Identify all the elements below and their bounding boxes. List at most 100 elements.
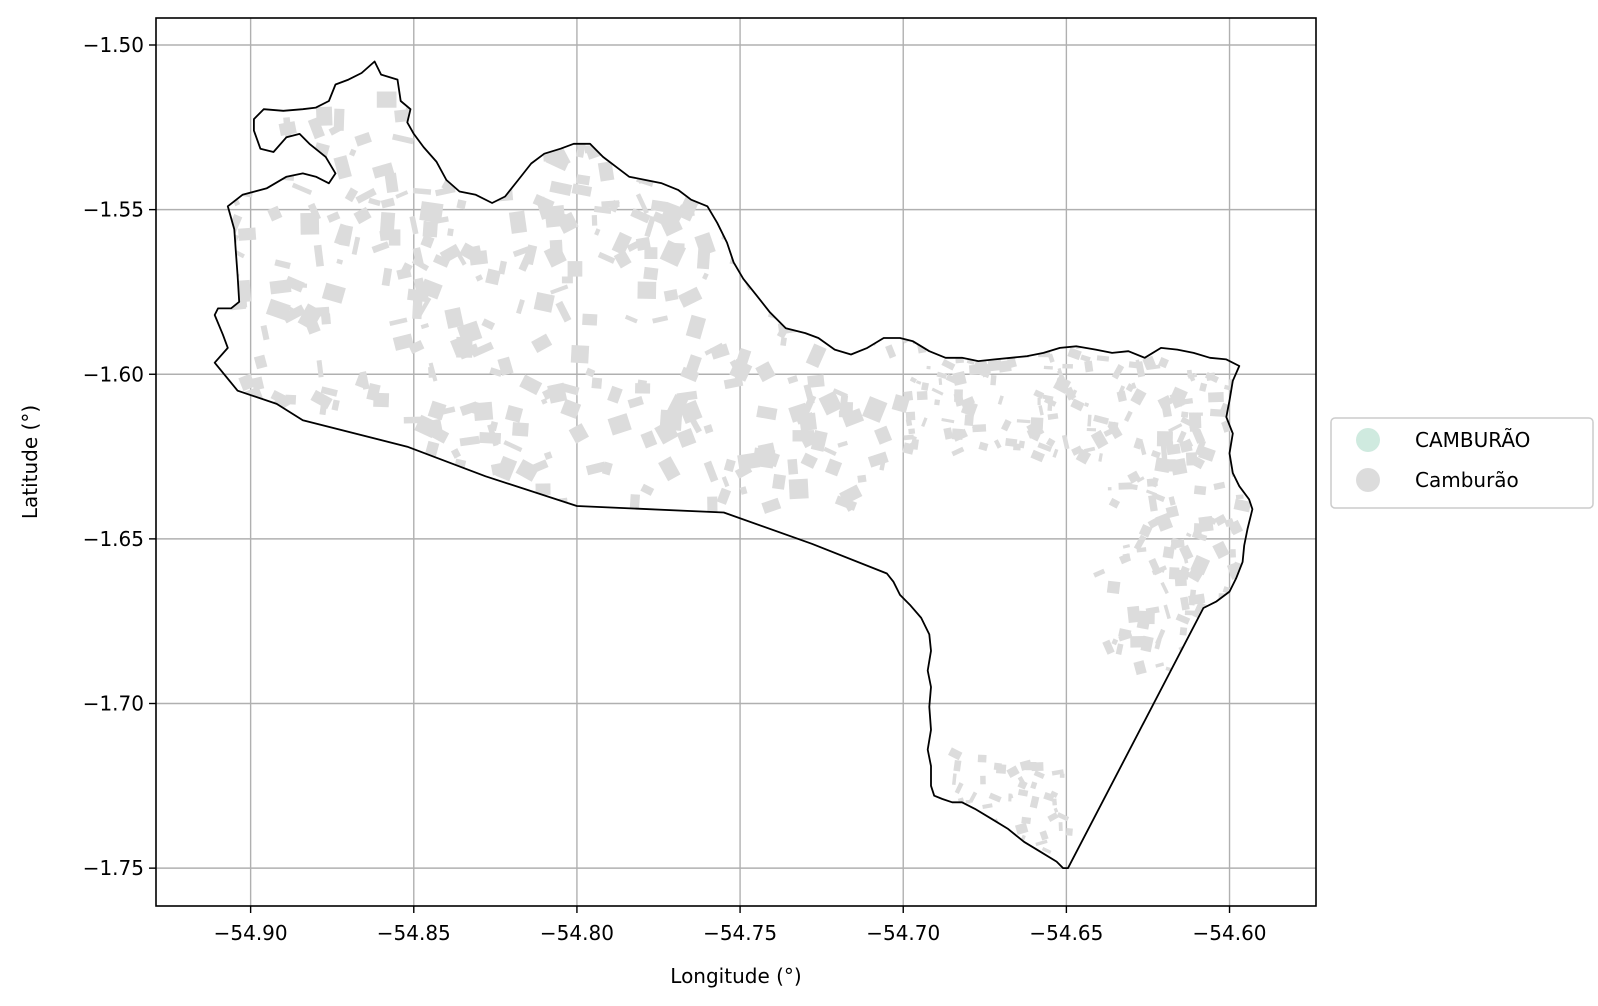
land-cover-patch [1087, 414, 1092, 427]
land-cover-patch [430, 418, 443, 432]
legend-marker-camburao-upper [1356, 428, 1380, 452]
land-cover-patch [1086, 427, 1097, 432]
land-cover-patch [1118, 482, 1132, 490]
land-cover-patch [1146, 478, 1158, 487]
land-cover-patch [1208, 392, 1224, 403]
land-cover-patch [597, 251, 616, 264]
land-cover-patch [503, 440, 523, 453]
land-cover-patch [1165, 505, 1180, 519]
land-cover-patch [677, 286, 703, 308]
land-cover-patch [253, 354, 268, 370]
land-cover-patch [395, 190, 409, 199]
x-tick-label: −54.75 [703, 921, 777, 945]
land-cover-patch [355, 187, 377, 204]
land-cover-patch [1157, 357, 1169, 369]
land-cover-patch [421, 208, 431, 222]
land-cover-patch [407, 288, 430, 303]
legend-label-camburao: Camburão [1415, 468, 1519, 492]
land-cover-patch [591, 215, 598, 226]
land-cover-patch [723, 376, 744, 390]
x-tick-label: −54.85 [377, 921, 451, 945]
land-cover-patch [954, 782, 964, 794]
plot-frame [155, 17, 1317, 907]
land-cover-patch [1001, 419, 1012, 432]
land-cover-patch [1133, 534, 1147, 551]
land-cover-patch [392, 133, 414, 145]
land-cover-patch [409, 215, 419, 235]
land-cover-patch [972, 424, 987, 433]
land-cover-patch [834, 495, 858, 511]
land-cover-patch [989, 362, 999, 368]
land-cover-patch [613, 249, 632, 269]
land-cover-patch [1043, 397, 1057, 407]
land-cover-patch [627, 396, 644, 409]
land-cover-patch [1128, 361, 1142, 369]
land-cover-patch [518, 251, 533, 272]
land-cover-patch [1017, 788, 1029, 797]
land-cover-patch [399, 262, 413, 278]
land-cover-patch [285, 394, 297, 405]
land-cover-patch [755, 361, 776, 383]
land-cover-patch [326, 211, 341, 223]
land-cover-patch [371, 241, 390, 254]
land-cover-patch [997, 395, 1004, 405]
land-cover-patch [412, 187, 432, 195]
land-cover-patch [1139, 610, 1155, 625]
land-cover-patch [909, 376, 917, 384]
land-cover-patch [585, 461, 607, 476]
land-cover-patch [260, 325, 270, 341]
land-cover-patch [430, 216, 449, 225]
land-cover-patch [611, 231, 633, 256]
land-cover-patch [1188, 593, 1206, 606]
land-cover-patch [1107, 487, 1112, 491]
land-cover-patch [519, 374, 543, 396]
land-cover-patch [952, 773, 957, 785]
land-cover-patch [1059, 773, 1065, 778]
land-cover-patch [1021, 816, 1032, 825]
land-cover-patch [823, 446, 837, 457]
land-cover-patch [805, 343, 827, 369]
land-cover-patch [1224, 518, 1235, 528]
land-cover-patch [1209, 408, 1227, 418]
land-cover-patch [702, 272, 709, 280]
land-cover-patch [916, 391, 928, 401]
land-cover-patch [818, 390, 843, 416]
land-cover-patch [459, 242, 482, 263]
land-cover-patch [837, 440, 848, 448]
land-cover-patch [1205, 372, 1216, 382]
land-cover-patch [450, 448, 462, 459]
land-cover-patch [908, 428, 916, 435]
land-cover-patch [456, 320, 483, 345]
land-cover-patch [1133, 660, 1147, 676]
land-cover-patch [575, 174, 591, 186]
land-cover-patch [333, 108, 345, 131]
land-cover-patch [543, 451, 553, 460]
land-cover-patch [313, 244, 324, 267]
land-cover-patch [703, 424, 714, 434]
land-cover-patch [643, 266, 659, 281]
land-cover-patch [307, 116, 325, 140]
land-cover-patch [659, 212, 683, 237]
land-cover-patch [1193, 485, 1207, 496]
land-cover-patch [1187, 564, 1205, 583]
land-cover-patch [680, 366, 700, 383]
land-cover-patch [1199, 382, 1208, 392]
land-cover-patch [420, 234, 435, 249]
land-cover-patch [1067, 347, 1082, 361]
land-cover-patch [607, 413, 632, 436]
land-cover-patch [1062, 363, 1073, 369]
land-cover-patch [1026, 429, 1034, 439]
land-cover-patch [685, 292, 691, 298]
land-cover-patch [597, 161, 615, 182]
land-cover-patch [756, 405, 778, 421]
land-cover-patch [1189, 420, 1199, 432]
land-cover-patch [931, 387, 944, 396]
land-cover-patch [951, 446, 965, 457]
land-cover-patch [721, 476, 730, 488]
land-cover-patch [498, 260, 507, 275]
x-tick-label: −54.60 [1193, 921, 1267, 945]
land-cover-patch [516, 299, 525, 315]
land-cover-patch [903, 390, 914, 402]
land-cover-patch [630, 208, 651, 224]
land-cover-patch [801, 431, 821, 449]
